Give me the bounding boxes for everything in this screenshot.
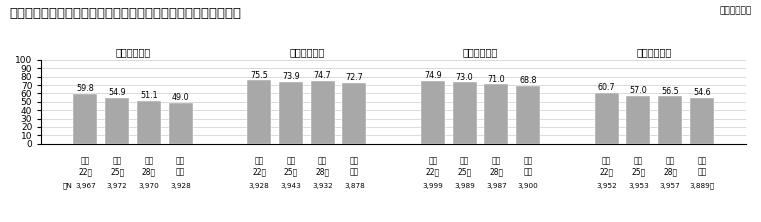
Text: 平成: 平成: [666, 156, 675, 165]
Text: 22年: 22年: [252, 167, 266, 176]
Text: 3,987: 3,987: [486, 183, 507, 189]
Bar: [690, 98, 714, 144]
Text: 平成: 平成: [634, 156, 643, 165]
Bar: [485, 84, 508, 144]
Text: 平成: 平成: [254, 156, 264, 165]
Text: 75.5: 75.5: [250, 71, 268, 80]
Text: 3,970: 3,970: [139, 183, 159, 189]
Text: 令和: 令和: [350, 156, 359, 165]
Text: 3,999: 3,999: [422, 183, 443, 189]
Text: 平成: 平成: [428, 156, 438, 165]
Text: 22年: 22年: [600, 167, 613, 176]
Bar: [453, 83, 476, 144]
Text: 57.0: 57.0: [629, 86, 647, 95]
Text: 51.1: 51.1: [140, 91, 158, 100]
Text: 平成: 平成: [81, 156, 90, 165]
Text: （N: （N: [62, 183, 72, 189]
Text: 56.5: 56.5: [661, 87, 679, 96]
Text: 3,928: 3,928: [170, 183, 191, 189]
Text: 60.7: 60.7: [597, 83, 616, 92]
Text: 令和: 令和: [524, 156, 533, 165]
Text: 令和: 令和: [176, 156, 186, 165]
Text: 22年: 22年: [425, 167, 440, 176]
Text: 3,953: 3,953: [628, 183, 648, 189]
Text: 3,972: 3,972: [107, 183, 128, 189]
Text: 68.8: 68.8: [520, 76, 537, 85]
Text: 平成: 平成: [460, 156, 470, 165]
Text: 73.0: 73.0: [456, 73, 473, 82]
Text: 平成: 平成: [318, 156, 327, 165]
Text: （単位：％）: （単位：％）: [720, 7, 752, 16]
Text: 平成: 平成: [602, 156, 611, 165]
Text: 3,989: 3,989: [454, 183, 475, 189]
Bar: [658, 96, 682, 144]
Text: 28年: 28年: [663, 167, 677, 176]
Text: 元年: 元年: [350, 167, 359, 176]
Bar: [279, 82, 303, 144]
Text: 22年: 22年: [78, 167, 92, 176]
Text: 令和: 令和: [697, 156, 706, 165]
Text: 3,889）: 3,889）: [689, 183, 715, 189]
Bar: [626, 96, 651, 144]
Text: 3,943: 3,943: [281, 183, 301, 189]
Text: 3,932: 3,932: [312, 183, 333, 189]
Bar: [516, 86, 540, 144]
Text: 73.9: 73.9: [282, 72, 300, 81]
Text: 元年: 元年: [524, 167, 533, 176]
Text: 平成: 平成: [492, 156, 501, 165]
Bar: [421, 81, 445, 144]
Text: 49.0: 49.0: [172, 93, 189, 102]
Bar: [247, 80, 271, 144]
Text: 28年: 28年: [316, 167, 330, 176]
Text: 28年: 28年: [142, 167, 156, 176]
Text: 25年: 25年: [457, 167, 472, 176]
Text: 平成: 平成: [145, 156, 154, 165]
Text: 3,878: 3,878: [344, 183, 365, 189]
Text: 元年: 元年: [697, 167, 706, 176]
Text: 28年: 28年: [489, 167, 504, 176]
Text: 図表３　生活保障準備に対する充足感（「充足感なし」の割合）: 図表３ 生活保障準備に対する充足感（「充足感なし」の割合）: [9, 7, 241, 20]
Bar: [342, 83, 367, 144]
Text: 元年: 元年: [176, 167, 186, 176]
Text: 71.0: 71.0: [488, 75, 505, 83]
Text: 25年: 25年: [110, 167, 124, 176]
Bar: [169, 103, 193, 144]
Text: 3,952: 3,952: [596, 183, 617, 189]
Text: ［介護保障］: ［介護保障］: [289, 47, 324, 57]
Bar: [594, 93, 619, 144]
Text: 3,967: 3,967: [75, 183, 96, 189]
Bar: [105, 98, 129, 144]
Text: ［老後保障］: ［老後保障］: [463, 47, 498, 57]
Text: 平成: 平成: [286, 156, 295, 165]
Text: 25年: 25年: [284, 167, 298, 176]
Text: 59.8: 59.8: [76, 84, 94, 93]
Text: 54.9: 54.9: [108, 88, 126, 97]
Text: 74.9: 74.9: [424, 71, 441, 80]
Text: 3,957: 3,957: [660, 183, 680, 189]
Text: ［死亡保障］: ［死亡保障］: [637, 47, 672, 57]
Text: ［医療保障］: ［医療保障］: [116, 47, 151, 57]
Text: 25年: 25年: [631, 167, 645, 176]
Bar: [73, 93, 97, 144]
Text: 3,900: 3,900: [517, 183, 539, 189]
Text: 74.7: 74.7: [314, 71, 332, 80]
Text: 平成: 平成: [113, 156, 122, 165]
Text: 72.7: 72.7: [345, 73, 364, 82]
Bar: [137, 101, 161, 144]
Bar: [310, 81, 335, 144]
Text: 54.6: 54.6: [693, 88, 711, 97]
Text: 3,928: 3,928: [249, 183, 269, 189]
